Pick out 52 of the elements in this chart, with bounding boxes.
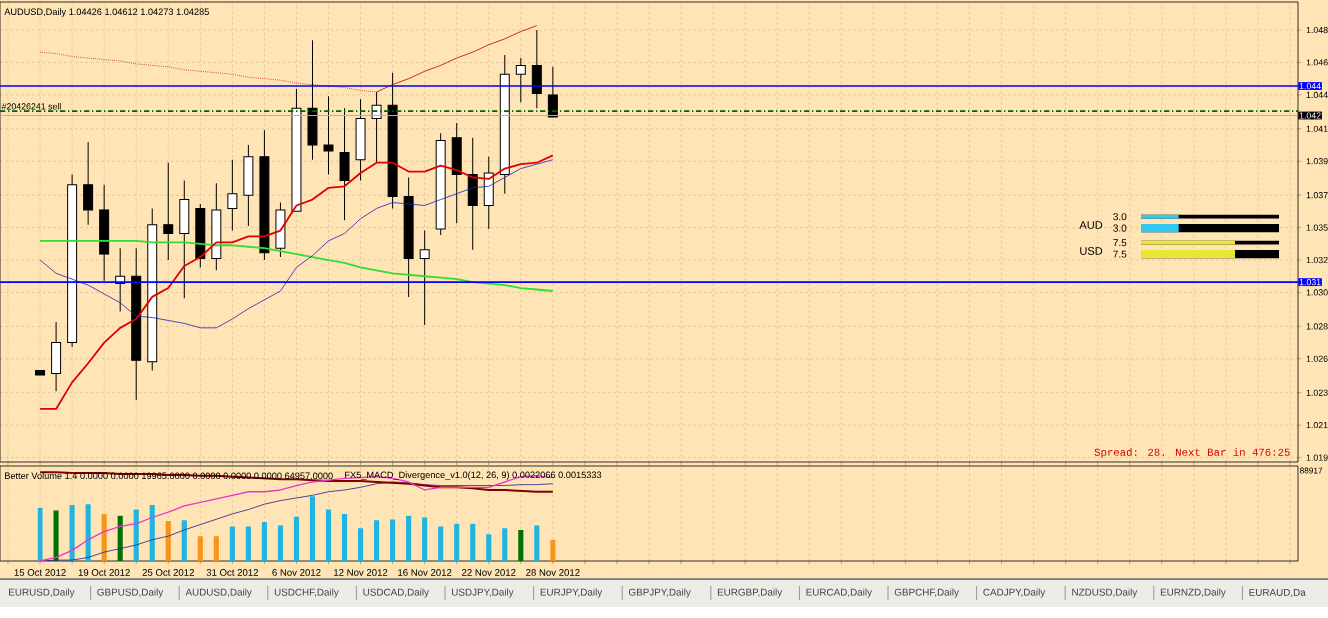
text: USDCHF,Daily (274, 588, 339, 598)
y-tick-label: 1.037 (1306, 192, 1328, 199)
text: EURAUD,Da (1249, 588, 1306, 598)
text: EURJPY,Daily (540, 588, 603, 598)
y-tick-label: 1.021 (1306, 422, 1328, 429)
chart-subtitle: FX5_MACD_Divergence_v1.0(12, 26, 9) 0.0022066 0.0015333 (345, 471, 602, 480)
text: EURGBP,Daily (717, 588, 783, 598)
x-tick-label: 16 Nov 2012 (398, 569, 452, 576)
ref-line-label: 1.042 (1299, 112, 1321, 119)
text: GBPUSD,Daily (97, 588, 164, 598)
y-tick-label: 1.019 (1306, 454, 1328, 461)
text: EURUSD,Daily (9, 588, 75, 598)
ref-line-label: 1.044 (1299, 82, 1321, 90)
x-tick-label: 6 Nov 2012 (272, 569, 321, 576)
x-tick-label: 15 Oct 2012 (14, 569, 66, 576)
text: GBPCHF,Daily (894, 588, 959, 598)
data-label: 3.0 (1113, 224, 1127, 232)
y-tick-label: 1.028 (1306, 323, 1328, 330)
annotation: Spread: 28. Next Bar in 476:25 (1094, 448, 1290, 458)
text: USDCAD,Daily (363, 588, 429, 598)
y-tick-label: 1.039 (1306, 158, 1328, 165)
y-tick-label: 1.046 (1306, 59, 1328, 66)
text: NZDUSD,Daily (1072, 588, 1138, 598)
y-tick-label: 1.026 (1306, 355, 1328, 362)
x-tick-label: 12 Nov 2012 (334, 569, 388, 576)
x-tick-label: 28 Nov 2012 (526, 569, 580, 576)
data-label: 7.5 (1113, 250, 1127, 258)
text: AUDUSD,Daily 1.04426 1.04612 1.04273 1.04285 (4, 8, 209, 17)
text: USDJPY,Daily (452, 588, 514, 598)
category-label: AUD (1079, 221, 1103, 229)
category-label: USD (1080, 247, 1103, 255)
y-tick-label: 1.035 (1306, 224, 1328, 231)
x-tick-label: 19 Oct 2012 (78, 569, 130, 576)
y-tick-label: 1.032 (1306, 256, 1328, 264)
x-tick-label: 25 Oct 2012 (142, 569, 194, 576)
ref-line-label: 1.031 (1299, 279, 1321, 286)
text: AUDUSD,Daily (185, 588, 252, 598)
x-tick-label: 22 Nov 2012 (462, 569, 516, 576)
text: GBPJPY,Daily (628, 588, 691, 598)
data-label: 3.0 (1113, 213, 1127, 221)
text: 88917 (1299, 467, 1323, 474)
y-tick-label: 1.023 (1306, 389, 1328, 396)
text: CADJPY,Daily (983, 588, 1046, 598)
y-tick-label: 1.041 (1306, 125, 1328, 132)
ref-line-label: #20426241 sell (1, 103, 61, 110)
x-tick-label: 31 Oct 2012 (206, 569, 259, 576)
data-label: 7.5 (1113, 239, 1127, 247)
y-tick-label: 1.044 (1306, 91, 1328, 98)
text: EURCAD,Daily (806, 588, 872, 598)
y-tick-label: 1.030 (1306, 289, 1328, 296)
y-tick-label: 1.048 (1306, 26, 1328, 34)
text: EURNZD,Daily (1160, 588, 1226, 598)
